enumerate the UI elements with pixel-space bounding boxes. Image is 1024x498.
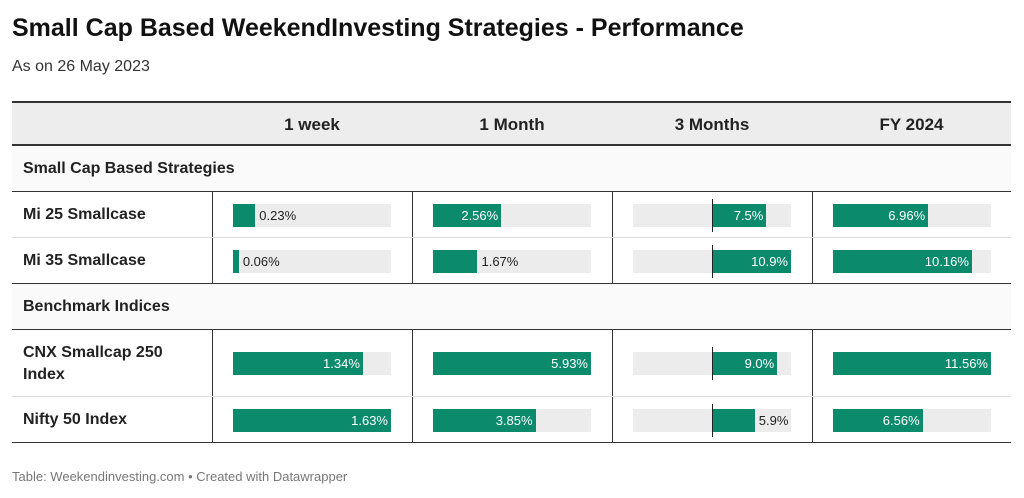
data-label: 1.34% [323,356,360,371]
data-label: 6.96% [888,207,926,223]
data-label: 10.16% [924,253,969,269]
column-header: 1 week [284,115,340,134]
value-cell: 1.34% [212,330,412,396]
data-label: 0.23% [259,207,297,223]
data-bar [433,203,502,227]
bar-track: 2.56% [433,203,591,227]
bar-track: 5.9% [633,403,791,437]
value-cell: 6.96% [812,192,1011,237]
value-cell: 5.9% [612,397,812,442]
bar-track: 9.0% [633,347,791,380]
value-cell: 3.85% [412,397,612,442]
column-header: FY 2024 [879,115,944,134]
value-cell: 9.0% [612,330,812,396]
table-row: Mi 35 Smallcase 0.06% 1.67% 10.9% 10.16% [12,238,1011,284]
value-cell: 2.56% [412,192,612,237]
column-header: 1 Month [479,115,545,134]
row-label: Mi 35 Smallcase [23,252,146,269]
data-bar [833,352,991,375]
zero-line [712,198,713,232]
value-cell: 1.63% [212,397,412,442]
group-header: Small Cap Based Strategies [12,146,1011,192]
table-row: Nifty 50 Index 1.63% 3.85% 5.9% 6.56% [12,397,1011,443]
bar-track: 10.16% [833,249,991,273]
bar-track: 1.63% [233,408,391,432]
data-label: 11.56% [944,356,988,371]
bar-track: 3.85% [433,408,591,432]
chart-subtitle: As on 26 May 2023 [12,58,150,75]
value-cell: 5.93% [412,330,612,396]
bar-track: 10.9% [633,244,791,278]
bar-track: 1.67% [433,249,591,273]
zero-line [712,347,713,380]
source-note: Table: Weekendinvesting.com • Created wi… [12,469,348,484]
data-bar [712,249,791,273]
bar-track: 1.34% [233,352,391,375]
data-label: 5.9% [758,412,789,428]
data-bar [233,249,239,273]
bar-track: 0.06% [233,249,391,273]
data-label: 7.5% [733,207,764,223]
bar-track: 11.56% [833,352,991,375]
value-cell: 7.5% [612,192,812,237]
data-bar [233,203,256,227]
table-row: CNX Smallcap 250 Index 1.34% 5.93% 9.0% 11.5… [12,330,1011,397]
value-cell: 6.56% [812,397,1011,442]
table-body: Small Cap Based Strategies Mi 25 Smallcas… [12,146,1011,443]
value-cell: 10.16% [812,238,1011,283]
value-cell: 11.56% [812,330,1011,396]
data-label: 1.63% [351,412,388,428]
table-row: Mi 25 Smallcase 0.23% 2.56% 7.5% 6.96% [12,192,1011,238]
data-bar [433,408,536,432]
zero-line [712,244,713,278]
data-bar [712,203,767,227]
bar-track: 6.96% [833,203,991,227]
table-header: 1 week 1 Month 3 Months FY 2024 [12,101,1011,146]
data-bar [433,352,591,375]
bar-track: 5.93% [433,352,591,375]
data-label: 9.0% [744,356,775,371]
row-label: Nifty 50 Index [23,411,128,428]
group-header: Benchmark Indices [12,284,1011,330]
column-header: 3 Months [674,115,750,134]
data-bar [712,352,778,375]
zero-line [712,403,713,437]
value-cell: 1.67% [412,238,612,283]
data-label: 2.56% [461,207,499,223]
bar-track: 7.5% [633,198,791,232]
data-bar [233,352,363,375]
value-cell: 0.06% [212,238,412,283]
data-label: 0.06% [242,253,280,269]
data-bar [233,408,391,432]
data-label: 10.9% [751,253,788,269]
bar-track: 0.23% [233,203,391,227]
data-label: 5.93% [551,356,588,371]
data-label: 3.85% [495,412,533,428]
row-label: CNX Smallcap 250 Index [23,344,163,383]
row-label: Mi 25 Smallcase [23,206,146,223]
data-bar [833,249,972,273]
data-bar [833,408,923,432]
performance-table: 1 week 1 Month 3 Months FY 2024 Small Cap B… [12,101,1011,443]
data-bar [833,203,929,227]
value-cell: 0.23% [212,192,412,237]
data-bar [433,249,478,273]
bar-track: 6.56% [833,408,991,432]
chart-title: Small Cap Based WeekendInvesting Strateg… [12,14,744,42]
data-label: 6.56% [882,412,920,428]
data-bar [712,408,755,432]
value-cell: 10.9% [612,238,812,283]
data-label: 1.67% [481,253,519,269]
